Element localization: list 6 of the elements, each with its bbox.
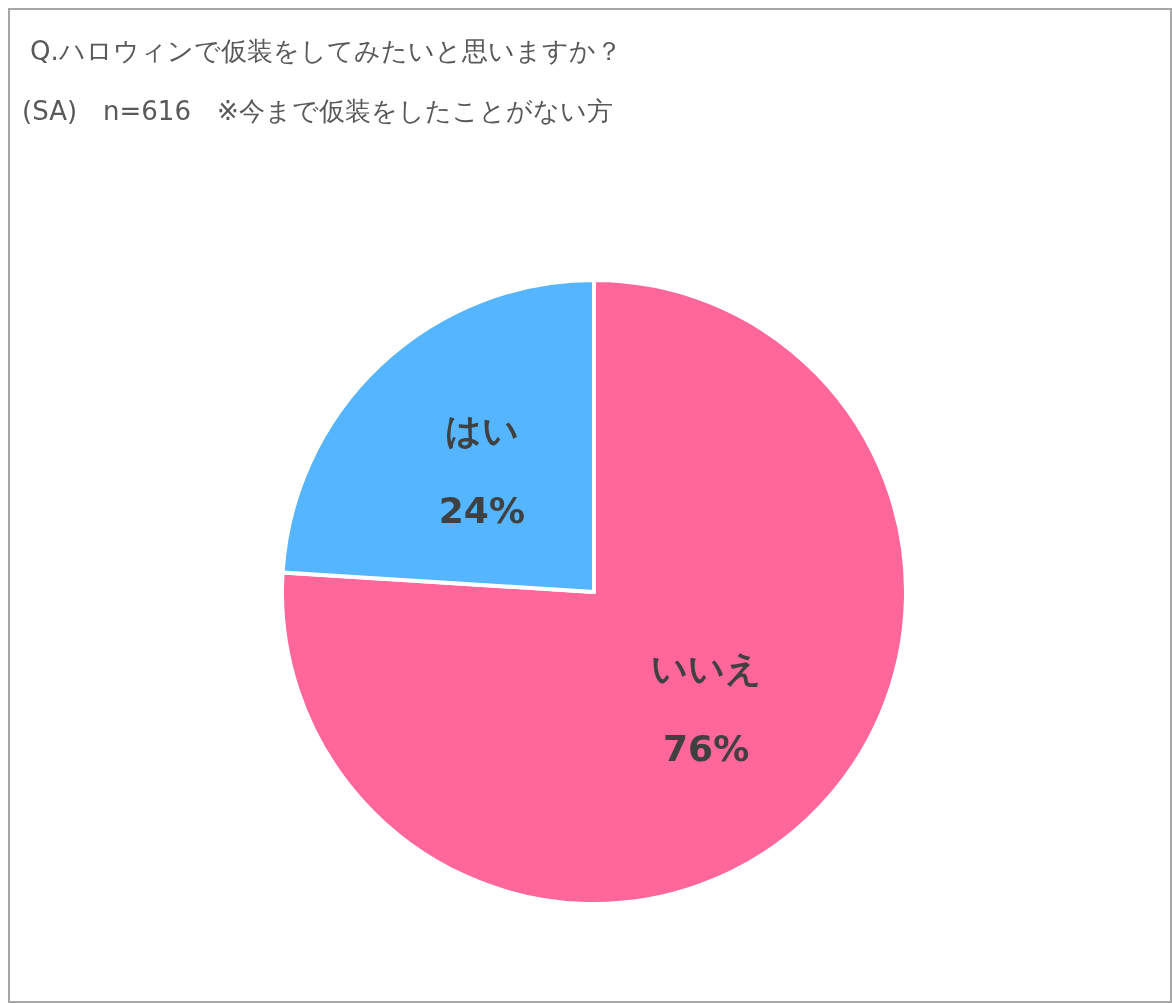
data-label: 76% [663,728,750,770]
chart-title: Q.ハロウィンで仮装をしてみたいと思いますか？ [30,36,622,66]
slice-label: いいえ [650,648,762,690]
slice-label: はい [444,409,519,451]
data-label: 24% [438,489,525,531]
chart-subtitle: (SA) n=616 ※今まで仮装をしたことがない方 [22,96,613,126]
